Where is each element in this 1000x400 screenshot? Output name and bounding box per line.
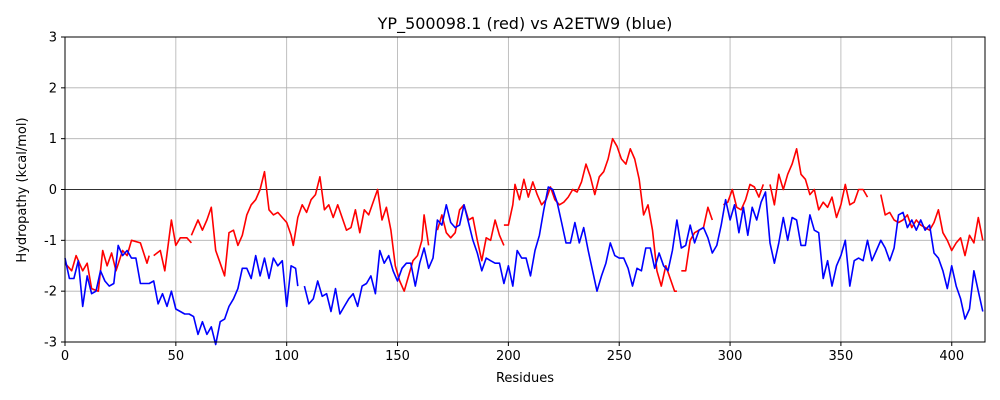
series-0-line [769, 148, 869, 219]
x-tick-label: 400 [939, 349, 964, 364]
series-0-line [722, 183, 765, 211]
chart-title: YP_500098.1 (red) vs A2ETW9 (blue) [377, 14, 673, 34]
series-1-line [64, 244, 299, 346]
x-axis-ticks: 0 50 100 150 200 250 300 350 400 [61, 342, 964, 364]
y-tick-label: 0 [49, 183, 57, 198]
x-tick-label: 150 [385, 349, 410, 364]
y-tick-label: -3 [44, 336, 57, 351]
y-tick-label: 3 [49, 31, 57, 46]
x-tick-label: 350 [828, 349, 853, 364]
series-0-line [880, 194, 984, 257]
x-tick-label: 50 [168, 349, 185, 364]
x-tick-label: 0 [61, 349, 69, 364]
y-axis-ticks: -3 -2 -1 0 1 2 3 [44, 31, 65, 351]
series-0-line [190, 170, 430, 293]
x-tick-label: 200 [496, 349, 521, 364]
x-axis-label: Residues [496, 371, 554, 386]
x-tick-label: 300 [718, 349, 743, 364]
y-tick-label: 2 [49, 81, 57, 96]
series-group [64, 137, 984, 346]
series-0-line [436, 204, 505, 262]
x-tick-label: 100 [274, 349, 299, 364]
y-tick-label: -2 [44, 285, 57, 300]
y-tick-label: 1 [49, 132, 57, 147]
y-tick-label: -1 [44, 234, 57, 249]
series-0-line [64, 239, 150, 293]
series-0-line [153, 219, 192, 272]
x-tick-label: 250 [607, 349, 632, 364]
series-0-line [681, 206, 714, 272]
series-1-line [303, 186, 984, 320]
series-0-line [503, 137, 677, 293]
y-axis-label: Hydropathy (kcal/mol) [15, 117, 30, 262]
